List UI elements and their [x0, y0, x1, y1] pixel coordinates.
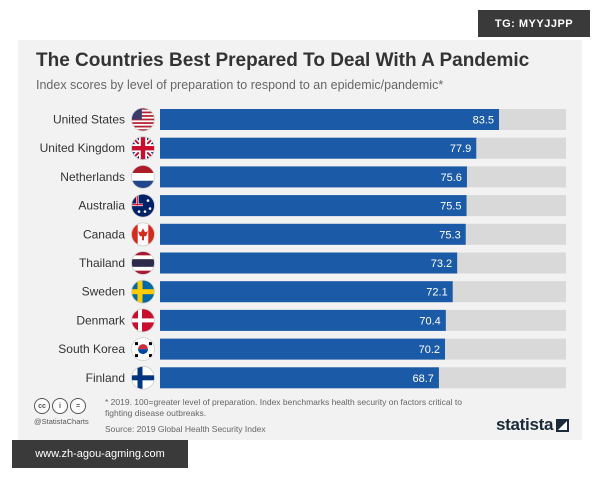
finland-flag-icon	[131, 365, 155, 390]
category-label: Denmark	[76, 313, 126, 327]
brand-wordmark: statista	[496, 415, 554, 434]
cc-icon: cc	[34, 398, 50, 414]
uk-flag-icon	[131, 136, 155, 161]
statista-handle: @StatistaCharts	[34, 417, 89, 426]
south-korea-flag-icon	[131, 337, 155, 362]
bar	[160, 109, 500, 130]
sweden-flag-icon	[131, 279, 155, 304]
data-label: 70.2	[419, 344, 440, 356]
bar	[160, 281, 453, 303]
statista-logo-icon	[556, 418, 570, 432]
source-note: Source: 2019 Global Health Security Inde…	[105, 424, 266, 434]
canada-flag-icon	[131, 222, 155, 247]
bar-row: 83.5 United States	[53, 107, 566, 132]
category-label: Sweden	[82, 285, 125, 299]
bar-row: 73.2 Thailand	[79, 251, 566, 275]
category-label: United Kingdom	[40, 141, 125, 155]
bar	[160, 367, 439, 389]
data-label: 75.5	[440, 201, 461, 213]
category-label: United States	[53, 113, 125, 127]
creative-commons-license: cc i = @StatistaCharts	[34, 398, 106, 432]
bar	[160, 252, 458, 274]
bar	[160, 195, 467, 217]
bar	[160, 338, 446, 360]
attribution-icon: i	[52, 398, 68, 414]
statista-logo: statista	[496, 415, 570, 435]
netherlands-flag-icon	[131, 164, 155, 189]
bar-row: 75.6 Netherlands	[60, 164, 566, 189]
watermark-badge: TG: MYYJJPP	[478, 10, 590, 37]
data-label: 75.3	[439, 229, 460, 241]
data-label: 77.9	[450, 143, 471, 155]
bar-row: 68.7 Finland	[86, 365, 566, 390]
chart-subtitle: Index scores by level of preparation to …	[36, 78, 444, 92]
thailand-flag-icon	[131, 251, 155, 275]
bar-row: 72.1 Sweden	[82, 279, 566, 304]
category-label: Finland	[86, 371, 125, 385]
category-label: Australia	[78, 199, 125, 213]
data-label: 72.1	[426, 287, 447, 299]
bar	[160, 166, 467, 188]
data-label: 68.7	[413, 373, 434, 385]
footnote: * 2019. 100=greater level of preparation…	[105, 397, 462, 418]
category-label: South Korea	[58, 342, 125, 356]
denmark-flag-icon	[131, 308, 155, 333]
category-label: Thailand	[79, 256, 125, 270]
bar	[160, 309, 446, 331]
data-label: 70.4	[419, 315, 440, 327]
category-label: Canada	[83, 227, 125, 241]
data-label: 73.2	[431, 258, 452, 270]
chart-title: The Countries Best Prepared To Deal With…	[36, 50, 530, 71]
bar-row: 77.9 United Kingdom	[40, 136, 566, 161]
bar-row: 70.4 Denmark	[76, 308, 566, 333]
bar	[160, 137, 477, 159]
bar-row: 70.2 South Korea	[58, 337, 566, 362]
bar-row: 75.3 Canada	[83, 222, 566, 247]
url-watermark: www.zh-agou-agming.com	[12, 440, 188, 468]
bar-row: 75.5 Australia	[78, 193, 566, 218]
us-flag-icon	[131, 107, 155, 132]
category-label: Netherlands	[60, 170, 125, 184]
no-derivatives-icon: =	[70, 398, 86, 414]
data-label: 83.5	[473, 115, 494, 127]
data-label: 75.6	[441, 172, 462, 184]
bar	[160, 223, 466, 245]
australia-flag-icon	[131, 193, 155, 218]
